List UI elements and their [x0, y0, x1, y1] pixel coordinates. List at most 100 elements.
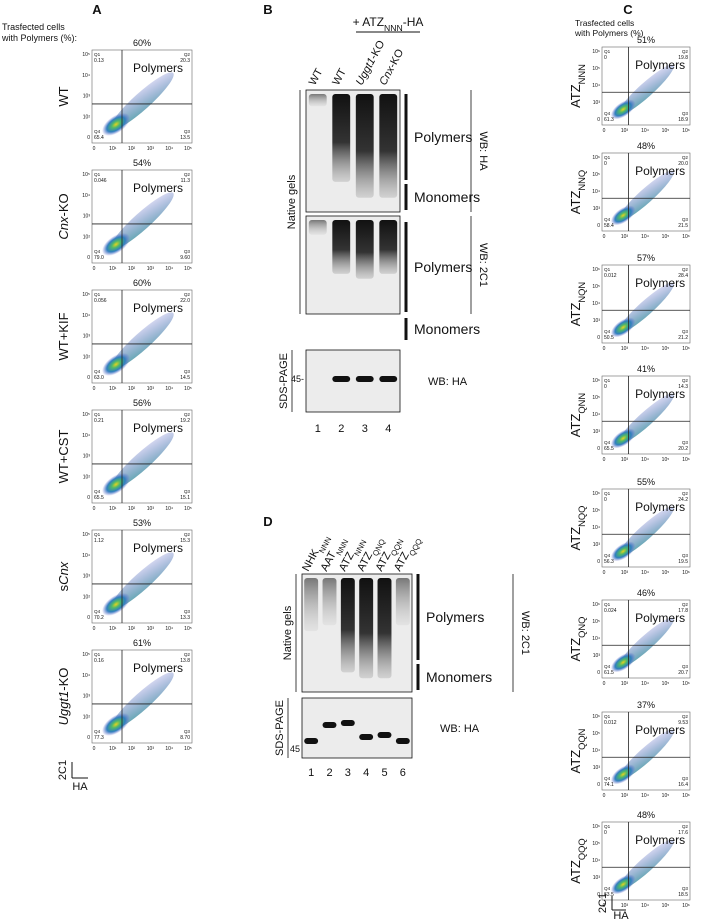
x-tick-label: 10⁵ [662, 681, 670, 687]
y-tick-label: 10⁶ [592, 267, 600, 273]
x-tick-label: 10⁴ [641, 457, 649, 463]
quadrant-name: Q2 [682, 824, 689, 829]
y-tick-label: 10⁵ [592, 841, 600, 847]
quadrant-name: Q3 [682, 440, 689, 445]
quadrant-name: Q1 [604, 491, 611, 496]
x-tick-label: 10³ [621, 570, 629, 576]
x-tick-label: 10⁵ [662, 793, 670, 799]
flow-plot [601, 375, 691, 455]
y-tick-label: 10⁵ [592, 508, 600, 514]
y-tick-label: 0 [597, 782, 600, 788]
x-tick-label: 0 [93, 506, 96, 512]
band-label: Monomers [426, 669, 492, 685]
quadrant-value: 19.5 [678, 559, 688, 565]
x-tick-label: 10⁴ [165, 506, 173, 512]
label-part: s [56, 584, 71, 591]
flow-plot [91, 169, 193, 264]
quadrant-name: Q2 [184, 412, 191, 417]
quadrant-name: Q1 [604, 824, 611, 829]
x-tick-label: 0 [93, 146, 96, 152]
quadrant-value: 17.6 [678, 830, 688, 836]
flow-plot [601, 711, 691, 791]
x-tick-label: 0 [603, 793, 606, 799]
quadrant-value: 74.1 [604, 782, 614, 788]
polymer-percent: 56% [133, 398, 151, 408]
row-label: ATZQNQ [568, 617, 587, 662]
quadrant-value: 0.13 [94, 58, 104, 64]
quadrant-name: Q3 [682, 553, 689, 558]
polymers-label: Polymers [133, 661, 183, 675]
x-tick-label: 10⁶ [682, 903, 690, 909]
quadrant-value: 0.024 [604, 608, 617, 614]
quadrant-value: 15.3 [180, 538, 190, 544]
lane-number: 1 [308, 767, 314, 779]
sds-band [304, 738, 319, 744]
label-part: -HA [403, 15, 424, 29]
quadrant-value: 11.3 [181, 178, 191, 184]
quadrant-name: Q2 [184, 52, 191, 57]
blot-smear [304, 578, 319, 632]
panel-letter: C [623, 2, 633, 17]
quadrant-name: Q3 [184, 129, 191, 134]
x-tick-label: 0 [93, 626, 96, 632]
panel-header: with Polymers (%): [1, 33, 77, 43]
blot-smear [308, 94, 327, 107]
polymer-percent: 55% [637, 477, 655, 487]
quadrant-name: Q2 [682, 378, 689, 383]
x-tick-label: 10² [128, 266, 136, 272]
y-tick-label: 10⁵ [592, 66, 600, 72]
y-tick-label: 0 [87, 735, 90, 741]
quadrant-value: 17.8 [678, 608, 688, 614]
y-tick-label: 10³ [593, 875, 601, 881]
quadrant-value: 8.70 [180, 735, 190, 741]
antibody-label: WB: 2C1 [477, 243, 489, 287]
lane-number: 4 [385, 423, 391, 435]
cell-cloud [610, 205, 636, 226]
y-tick-label: 10⁵ [82, 172, 90, 178]
x-tick-label: 10³ [621, 234, 629, 240]
y-tick-label: 10⁴ [82, 673, 90, 679]
quadrant-name: Q4 [604, 440, 611, 445]
y-tick-label: 10⁴ [82, 73, 90, 79]
row-label: ATZNNN [568, 64, 587, 108]
lane-number: 1 [315, 423, 321, 435]
construct-label: + ATZNNN-HA [353, 15, 424, 33]
quadrant-value: 0.012 [604, 720, 617, 726]
row-label: ATZNQQ [568, 506, 587, 551]
quadrant-name: Q4 [604, 329, 611, 334]
quadrant-name: Q4 [94, 489, 101, 494]
quadrant-name: Q3 [682, 217, 689, 222]
blot-smear [379, 220, 398, 274]
x-tick-label: 0 [603, 128, 606, 134]
polymer-percent: 57% [637, 253, 655, 263]
quadrant-value: 21.2 [678, 335, 688, 341]
polymers-label: Polymers [133, 421, 183, 435]
panel-header: Trasfected cells [575, 18, 634, 28]
x-tick-label: 10⁴ [641, 903, 649, 909]
y-tick-label: 10⁶ [592, 824, 600, 830]
y-tick-label: 0 [597, 223, 600, 229]
label-part: ATZ [568, 527, 583, 551]
x-tick-label: 10⁵ [662, 570, 670, 576]
x-tick-label: 10⁴ [641, 346, 649, 352]
quadrant-value: 13.8 [180, 658, 190, 664]
quadrant-name: Q3 [184, 369, 191, 374]
x-tick-label: 10⁵ [184, 146, 192, 152]
row-label: WT+KIF [56, 312, 71, 360]
label-part: ATZ [568, 303, 583, 327]
quadrant-name: Q3 [682, 886, 689, 891]
y-tick-label: 0 [597, 446, 600, 452]
blot-smear [340, 578, 355, 673]
polymer-percent: 41% [637, 364, 655, 374]
label-part: QQQ [577, 838, 587, 860]
quadrant-value: 19.8 [678, 55, 688, 61]
row-label: ATZQQN [568, 729, 587, 774]
blot-smear [355, 94, 374, 198]
x-tick-label: 0 [93, 386, 96, 392]
x-tick-label: 10² [128, 386, 136, 392]
y-tick-label: 10⁵ [592, 395, 600, 401]
row-label: ATZNNQ [568, 170, 587, 214]
x-tick-label: 10⁴ [165, 746, 173, 752]
x-tick-label: 10⁵ [184, 506, 192, 512]
polymers-label: Polymers [133, 61, 183, 75]
